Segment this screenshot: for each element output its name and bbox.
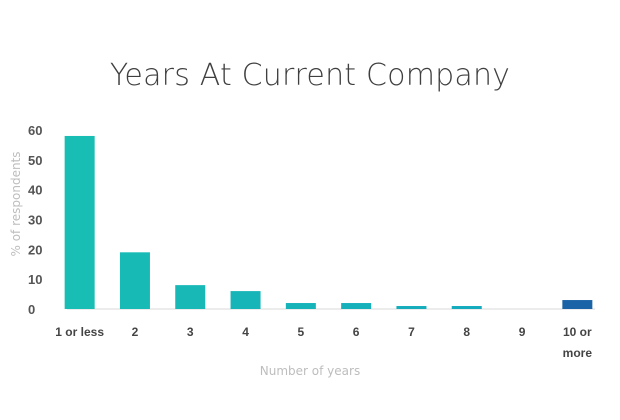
bar [562,300,593,309]
y-tick-label: 60 [28,123,42,138]
bar [341,303,372,309]
y-tick-label: 20 [28,242,42,257]
bar [119,252,150,309]
y-tick-label: 0 [28,302,35,317]
x-tick-label: 8 [463,325,470,339]
x-tick-label: 10 or [563,325,592,339]
bar [451,306,482,309]
y-tick-label: 30 [28,213,42,228]
bar [64,135,95,309]
x-tick-label: 3 [187,325,194,339]
chart-title: Years At Current Company [109,58,511,93]
bar [230,291,261,309]
x-tick-label: 1 or less [55,325,104,339]
bar [175,285,206,309]
x-tick-label: 7 [408,325,415,339]
bar [396,306,427,309]
x-tick-label: 5 [298,325,305,339]
x-tick-label: 9 [519,325,526,339]
x-tick-label: 6 [353,325,360,339]
bar [285,303,316,309]
x-tick-label: 4 [242,325,249,339]
y-tick-label: 50 [28,153,42,168]
x-tick-label: 2 [132,325,139,339]
y-tick-label: 40 [28,183,42,198]
x-axis-title: Number of years [259,364,361,378]
x-tick-label: more [563,346,593,360]
y-tick-label: 10 [28,272,42,287]
